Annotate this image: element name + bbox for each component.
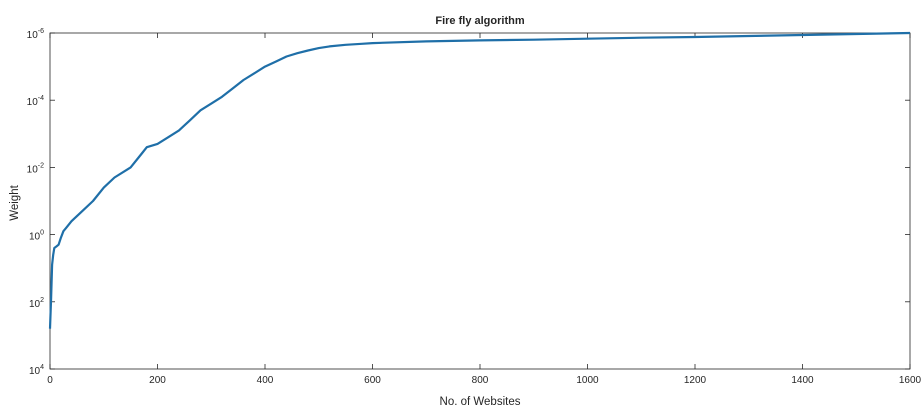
y-tick-label: 10-2 xyxy=(27,162,44,175)
chart-title: Fire fly algorithm xyxy=(435,15,524,27)
x-tick-label: 1600 xyxy=(899,375,922,386)
x-tick-label: 1000 xyxy=(576,375,599,386)
x-tick-label: 1400 xyxy=(791,375,814,386)
x-tick-label: 800 xyxy=(472,375,489,386)
y-tick-label: 104 xyxy=(29,364,44,377)
y-tick-label: 10-6 xyxy=(27,28,44,41)
y-tick-label: 100 xyxy=(29,230,44,243)
x-tick-label: 0 xyxy=(47,375,53,386)
series-layer xyxy=(48,31,911,329)
y-axis-label: Weight xyxy=(9,184,21,220)
series-line xyxy=(48,31,911,329)
x-tick-label: 600 xyxy=(364,375,381,386)
x-axis-label: No. of Websites xyxy=(440,396,521,408)
y-axis: 10-6 10-4 10-2 100 102 104 xyxy=(27,28,910,377)
x-tick-label: 200 xyxy=(149,375,166,386)
y-tick-label: 102 xyxy=(29,297,44,310)
x-tick-label: 1200 xyxy=(684,375,707,386)
y-tick-label: 10-4 xyxy=(27,95,44,108)
x-tick-label: 400 xyxy=(257,375,274,386)
x-axis: 0 200 400 600 800 1000 1200 1400 1600 xyxy=(47,33,922,386)
